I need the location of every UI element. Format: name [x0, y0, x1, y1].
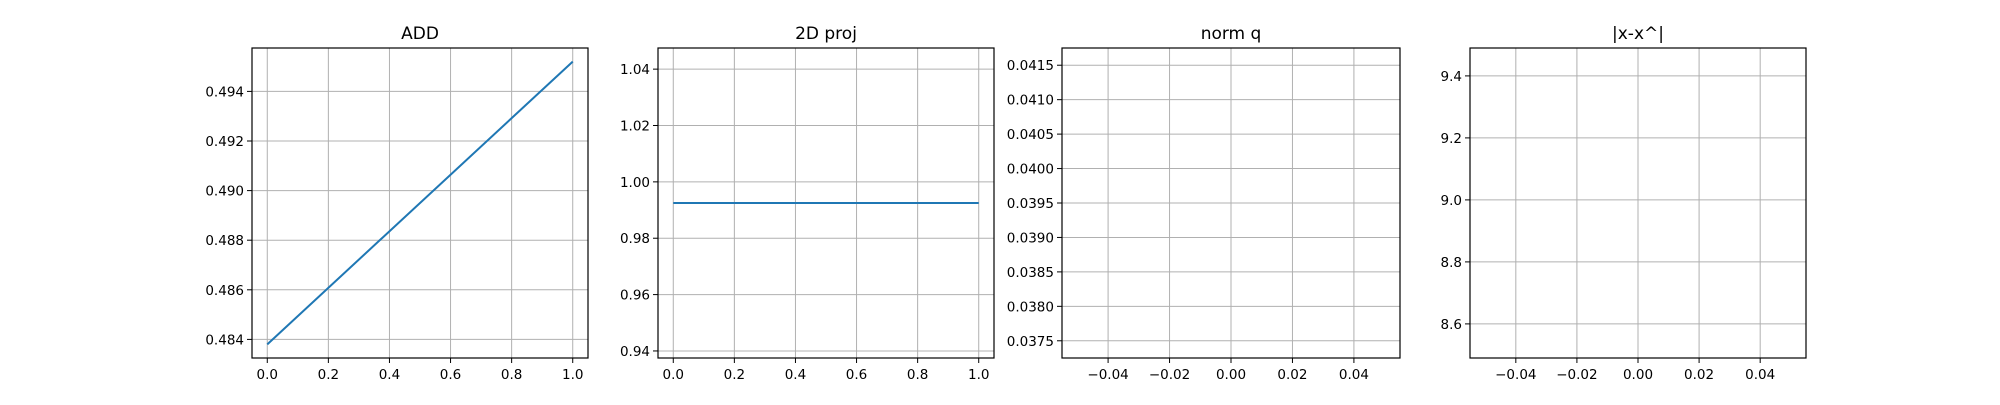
y-tick-label-1-6: 0.494 [205, 84, 244, 100]
y-tick-label-4-4: 9.2 [1441, 131, 1462, 147]
x-tick-label-3-4: 0.02 [1277, 367, 1307, 383]
y-tick-label-4-2: 8.8 [1441, 255, 1462, 271]
y-tick-label-4-3: 9.0 [1441, 193, 1462, 209]
x-tick-label-3-1: −0.04 [1087, 367, 1128, 383]
x-tick-label-2-2: 0.2 [724, 367, 745, 383]
y-tick-label-2-3: 0.98 [620, 231, 650, 247]
x-tick-label-1-3: 0.4 [379, 367, 400, 383]
y-tick-label-3-2: 0.0380 [1007, 299, 1054, 315]
y-tick-label-1-4: 0.490 [205, 184, 244, 200]
x-tick-label-1-6: 1.0 [562, 367, 583, 383]
chart-title-2: 2D proj [795, 24, 857, 44]
y-tick-label-3-6: 0.0400 [1007, 162, 1054, 178]
x-tick-label-3-2: −0.02 [1149, 367, 1190, 383]
x-tick-label-2-5: 0.8 [907, 367, 928, 383]
x-tick-label-4-4: 0.02 [1684, 367, 1714, 383]
axes-frame-1 [251, 47, 589, 359]
y-tick-label-4-5: 9.4 [1441, 69, 1462, 85]
y-tick-label-2-4: 1.00 [620, 175, 650, 191]
y-tick-label-1-1: 0.484 [205, 332, 244, 348]
chart-title-1: ADD [401, 24, 439, 44]
x-tick-label-3-3: 0.00 [1216, 367, 1246, 383]
y-tick-label-3-1: 0.0375 [1007, 334, 1054, 350]
x-tick-label-1-4: 0.6 [440, 367, 461, 383]
y-tick-label-2-5: 1.02 [620, 119, 650, 135]
y-tick-label-3-4: 0.0390 [1007, 230, 1054, 246]
y-tick-label-4-1: 8.6 [1441, 317, 1462, 333]
series-line-1-1 [266, 60, 574, 346]
y-tick-label-3-5: 0.0395 [1007, 196, 1054, 212]
x-tick-label-2-4: 0.6 [846, 367, 867, 383]
y-tick-label-3-9: 0.0415 [1007, 58, 1054, 74]
y-tick-label-1-3: 0.488 [205, 233, 244, 249]
x-tick-label-4-5: 0.04 [1745, 367, 1775, 383]
chart-title-3: norm q [1201, 24, 1262, 44]
y-tick-label-1-2: 0.486 [205, 283, 244, 299]
axes-frame-2 [657, 47, 995, 359]
x-tick-label-1-2: 0.2 [318, 367, 339, 383]
x-tick-label-1-1: 0.0 [257, 367, 278, 383]
y-tick-label-2-2: 0.96 [620, 288, 650, 304]
x-tick-label-3-5: 0.04 [1339, 367, 1369, 383]
x-tick-label-2-3: 0.4 [785, 367, 806, 383]
y-tick-label-1-5: 0.492 [205, 134, 244, 150]
x-tick-label-2-1: 0.0 [663, 367, 684, 383]
x-tick-label-4-2: −0.02 [1556, 367, 1597, 383]
y-tick-label-3-7: 0.0405 [1007, 127, 1054, 143]
x-tick-label-1-5: 0.8 [501, 367, 522, 383]
x-tick-label-2-6: 1.0 [968, 367, 989, 383]
chart-title-4: |x-x^| [1612, 24, 1664, 44]
y-tick-label-2-1: 0.94 [620, 344, 650, 360]
y-tick-label-3-3: 0.0385 [1007, 265, 1054, 281]
x-tick-label-4-3: 0.00 [1623, 367, 1653, 383]
y-tick-label-2-6: 1.04 [620, 62, 650, 78]
x-tick-label-4-1: −0.04 [1495, 367, 1536, 383]
y-tick-label-3-8: 0.0410 [1007, 93, 1054, 109]
